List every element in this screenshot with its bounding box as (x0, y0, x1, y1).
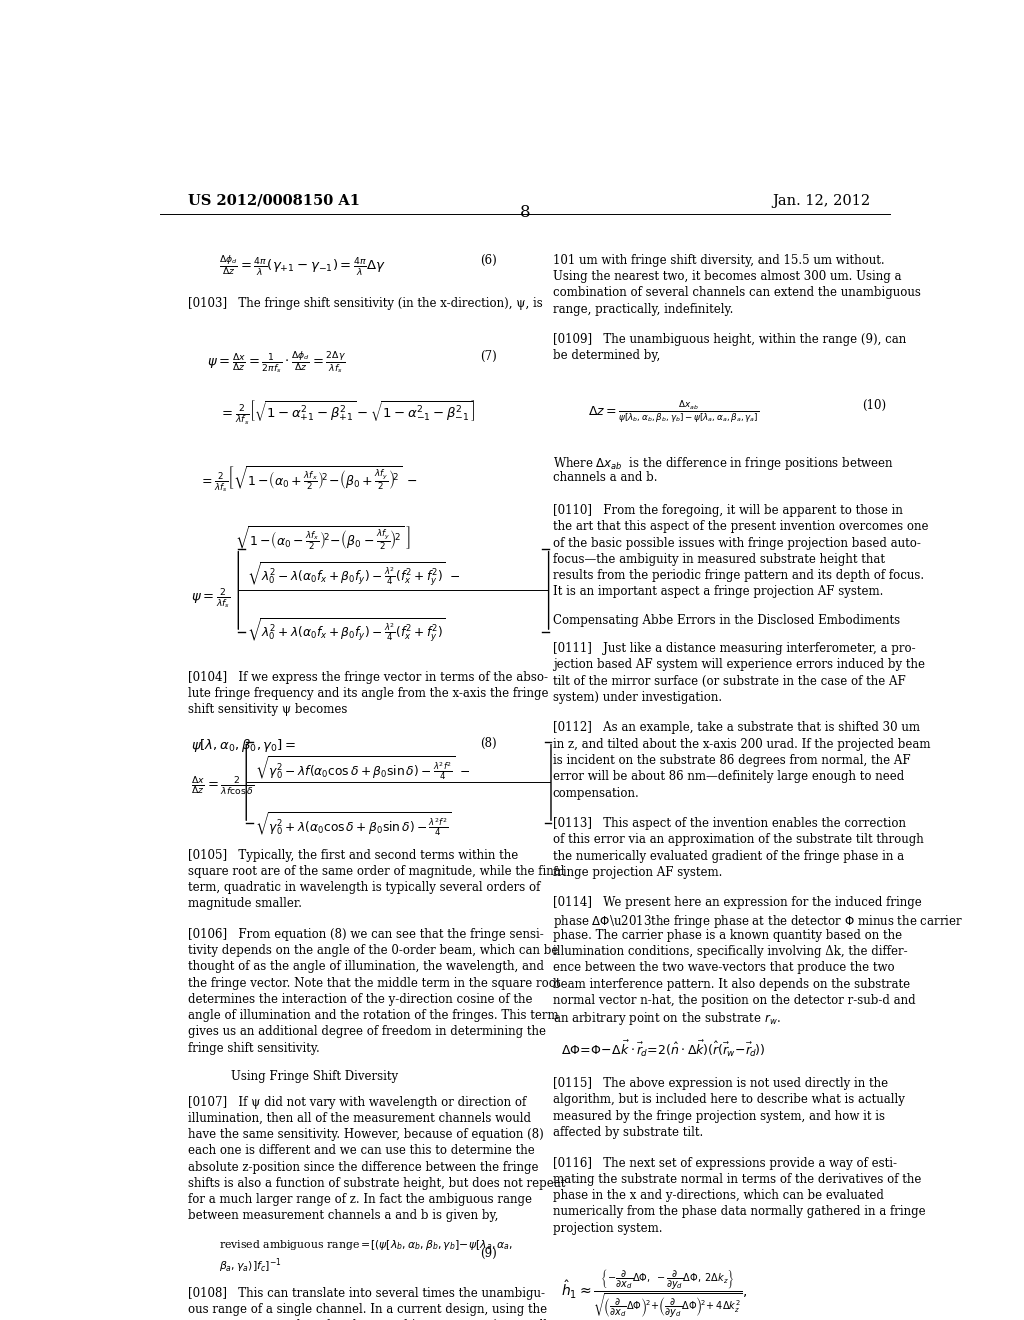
Text: [0103]   The fringe shift sensitivity (in the x-direction), ψ, is: [0103] The fringe shift sensitivity (in … (187, 297, 543, 310)
Text: fringe shift sensitivity.: fringe shift sensitivity. (187, 1041, 319, 1055)
Text: each one is different and we can use this to determine the: each one is different and we can use thi… (187, 1144, 535, 1158)
Text: (7): (7) (480, 350, 497, 363)
Text: shift sensitivity ψ becomes: shift sensitivity ψ becomes (187, 704, 347, 717)
Text: Where $\Delta x_{ab}$  is the difference in fringe positions between: Where $\Delta x_{ab}$ is the difference … (553, 455, 894, 473)
Text: an arbitrary point on the substrate $r_w$.: an arbitrary point on the substrate $r_w… (553, 1010, 780, 1027)
Text: $\psi[\lambda, \alpha_0, \beta_0, \gamma_0] =$: $\psi[\lambda, \alpha_0, \beta_0, \gamma… (191, 737, 297, 754)
Text: Using Fringe Shift Diversity: Using Fringe Shift Diversity (231, 1071, 398, 1084)
Text: mating the substrate normal in terms of the derivatives of the: mating the substrate normal in terms of … (553, 1172, 921, 1185)
Text: $\psi = \frac{\Delta x}{\Delta z} = \frac{1}{2\pi f_s} \cdot \frac{\Delta\phi_d}: $\psi = \frac{\Delta x}{\Delta z} = \fra… (207, 350, 346, 375)
Text: $\hat{h}_1 \approx \frac{\left\{-\dfrac{\partial}{\partial x_d}\Delta\Phi,\;-\df: $\hat{h}_1 \approx \frac{\left\{-\dfrac{… (560, 1269, 748, 1320)
Text: [0106]   From equation (8) we can see that the fringe sensi-: [0106] From equation (8) we can see that… (187, 928, 544, 941)
Text: affected by substrate tilt.: affected by substrate tilt. (553, 1126, 702, 1139)
Text: [0113]   This aspect of the invention enables the correction: [0113] This aspect of the invention enab… (553, 817, 905, 830)
Text: for a much larger range of z. In fact the ambiguous range: for a much larger range of z. In fact th… (187, 1193, 531, 1206)
Text: [0107]   If ψ did not vary with wavelength or direction of: [0107] If ψ did not vary with wavelength… (187, 1096, 525, 1109)
Text: [0110]   From the foregoing, it will be apparent to those in: [0110] From the foregoing, it will be ap… (553, 504, 902, 517)
Text: absolute z-position since the difference between the fringe: absolute z-position since the difference… (187, 1160, 538, 1173)
Text: It is an important aspect a fringe projection AF system.: It is an important aspect a fringe proje… (553, 585, 883, 598)
Text: illumination, then all of the measurement channels would: illumination, then all of the measuremen… (187, 1111, 530, 1125)
Text: of the basic possible issues with fringe projection based auto-: of the basic possible issues with fringe… (553, 536, 921, 549)
Text: (6): (6) (480, 253, 497, 267)
Text: is incident on the substrate 86 degrees from normal, the AF: is incident on the substrate 86 degrees … (553, 754, 910, 767)
Text: in z, and tilted about the x-axis 200 urad. If the projected beam: in z, and tilted about the x-axis 200 ur… (553, 738, 930, 751)
Text: square root are of the same order of magnitude, while the final: square root are of the same order of mag… (187, 865, 564, 878)
Text: magnitude smaller.: magnitude smaller. (187, 898, 301, 911)
Text: the fringe vector. Note that the middle term in the square root: the fringe vector. Note that the middle … (187, 977, 560, 990)
Text: $\psi = \frac{2}{\lambda f_s}$: $\psi = \frac{2}{\lambda f_s}$ (191, 586, 230, 611)
Text: $= \frac{2}{\lambda f_s}\left[\sqrt{1-\!\left(\alpha_0+\frac{\lambda f_x}{2}\rig: $= \frac{2}{\lambda f_s}\left[\sqrt{1-\!… (200, 465, 418, 494)
Text: system) under investigation.: system) under investigation. (553, 690, 722, 704)
Text: fringe projection AF system.: fringe projection AF system. (553, 866, 722, 879)
Text: [0109]   The unambiguous height, within the range (9), can: [0109] The unambiguous height, within th… (553, 333, 906, 346)
Text: have the same sensitivity. However, because of equation (8): have the same sensitivity. However, beca… (187, 1129, 544, 1140)
Text: compensation.: compensation. (553, 787, 639, 800)
Text: [0111]   Just like a distance measuring interferometer, a pro-: [0111] Just like a distance measuring in… (553, 643, 915, 655)
Text: (8): (8) (480, 737, 497, 750)
Text: combination of several channels can extend the unambiguous: combination of several channels can exte… (553, 286, 921, 300)
Text: tilt of the mirror surface (or substrate in the case of the AF: tilt of the mirror surface (or substrate… (553, 675, 905, 688)
Text: results from the periodic fringe pattern and its depth of focus.: results from the periodic fringe pattern… (553, 569, 924, 582)
Text: [0115]   The above expression is not used directly in the: [0115] The above expression is not used … (553, 1077, 888, 1090)
Text: projection system.: projection system. (553, 1221, 663, 1234)
Text: channels a and b.: channels a and b. (553, 471, 657, 484)
Text: phase $\Delta\Phi$\u2013the fringe phase at the detector $\Phi$ minus the carrie: phase $\Delta\Phi$\u2013the fringe phase… (553, 912, 963, 929)
Text: of this error via an approximation of the substrate tilt through: of this error via an approximation of th… (553, 833, 924, 846)
Text: normal vector n-hat, the position on the detector r-sub-d and: normal vector n-hat, the position on the… (553, 994, 915, 1007)
Text: angle of illumination and the rotation of the fringes. This term: angle of illumination and the rotation o… (187, 1008, 558, 1022)
Text: [0112]   As an example, take a substrate that is shifted 30 um: [0112] As an example, take a substrate t… (553, 722, 920, 734)
Text: (10): (10) (862, 399, 886, 412)
Text: Jan. 12, 2012: Jan. 12, 2012 (772, 194, 870, 209)
Text: ence between the two wave-vectors that produce the two: ence between the two wave-vectors that p… (553, 961, 894, 974)
Text: $\left.\sqrt{1-\!\left(\alpha_0-\frac{\lambda f_x}{2}\right)^{\!2}\!-\!\left(\be: $\left.\sqrt{1-\!\left(\alpha_0-\frac{\l… (236, 525, 411, 553)
Text: range, practically, indefinitely.: range, practically, indefinitely. (553, 302, 733, 315)
Text: phase. The carrier phase is a known quantity based on the: phase. The carrier phase is a known quan… (553, 929, 902, 942)
Text: measured by the fringe projection system, and how it is: measured by the fringe projection system… (553, 1110, 885, 1123)
Text: numerically from the phase data normally gathered in a fringe: numerically from the phase data normally… (553, 1205, 926, 1218)
Text: Compensating Abbe Errors in the Disclosed Embodiments: Compensating Abbe Errors in the Disclose… (553, 614, 900, 627)
Text: shifts is also a function of substrate height, but does not repeat: shifts is also a function of substrate h… (187, 1177, 565, 1189)
Text: the numerically evaluated gradient of the fringe phase in a: the numerically evaluated gradient of th… (553, 850, 904, 862)
Text: determines the interaction of the y-direction cosine of the: determines the interaction of the y-dire… (187, 993, 532, 1006)
Text: phase in the x and y-directions, which can be evaluated: phase in the x and y-directions, which c… (553, 1189, 884, 1203)
Text: [0104]   If we express the fringe vector in terms of the abso-: [0104] If we express the fringe vector i… (187, 671, 548, 684)
Text: revised ambiguous range$=\![(\psi[\lambda_b,\alpha_b,\beta_b,\gamma_b]\!-\!\psi[: revised ambiguous range$=\![(\psi[\lambd… (219, 1238, 513, 1251)
Text: focus—the ambiguity in measured substrate height that: focus—the ambiguity in measured substrat… (553, 553, 885, 566)
Text: [0114]   We present here an expression for the induced fringe: [0114] We present here an expression for… (553, 896, 922, 909)
Text: $\Delta\Phi\!=\!\Phi\!-\!\Delta\vec{k}\cdot\vec{r}_{\!d}\!=\!2(\hat{n}\cdot\Delt: $\Delta\Phi\!=\!\Phi\!-\!\Delta\vec{k}\c… (560, 1039, 765, 1059)
Text: [0116]   The next set of expressions provide a way of esti-: [0116] The next set of expressions provi… (553, 1156, 897, 1170)
Text: $\sqrt{\gamma_0^2 + \lambda(\alpha_0\cos\delta + \beta_0\sin\delta) - \frac{\lam: $\sqrt{\gamma_0^2 + \lambda(\alpha_0\cos… (255, 810, 452, 838)
Text: $\Delta z = \frac{\Delta x_{ab}}{\psi[\lambda_b,\alpha_b,\beta_b,\gamma_b] - \ps: $\Delta z = \frac{\Delta x_{ab}}{\psi[\l… (588, 399, 760, 425)
Text: between measurement channels a and b is given by,: between measurement channels a and b is … (187, 1209, 498, 1222)
Text: $\frac{\Delta x}{\Delta z} = \frac{2}{\lambda f\cos\delta}$: $\frac{\Delta x}{\Delta z} = \frac{2}{\l… (191, 775, 255, 797)
Text: be determined by,: be determined by, (553, 350, 659, 363)
Text: the art that this aspect of the present invention overcomes one: the art that this aspect of the present … (553, 520, 928, 533)
Text: $= \frac{2}{\lambda f_s}\left[\sqrt{1-\alpha_{+1}^2-\beta_{+1}^2} - \sqrt{1-\alp: $= \frac{2}{\lambda f_s}\left[\sqrt{1-\a… (219, 399, 475, 426)
Text: thought of as the angle of illumination, the wavelength, and: thought of as the angle of illumination,… (187, 961, 544, 973)
Text: ous range of a single channel. In a current design, using the: ous range of a single channel. In a curr… (187, 1303, 547, 1316)
Text: jection based AF system will experience errors induced by the: jection based AF system will experience … (553, 659, 925, 672)
Text: tivity depends on the angle of the 0-order beam, which can be: tivity depends on the angle of the 0-ord… (187, 944, 558, 957)
Text: gives us an additional degree of freedom in determining the: gives us an additional degree of freedom… (187, 1026, 546, 1039)
Text: $\sqrt{\lambda_0^2 - \lambda(\alpha_0 f_x + \beta_0 f_y) - \frac{\lambda^2}{4}(f: $\sqrt{\lambda_0^2 - \lambda(\alpha_0 f_… (247, 561, 461, 589)
Text: illumination conditions, specifically involving Δk, the differ-: illumination conditions, specifically in… (553, 945, 907, 958)
Text: algorithm, but is included here to describe what is actually: algorithm, but is included here to descr… (553, 1093, 904, 1106)
Text: $\sqrt{\gamma_0^2 - \lambda f(\alpha_0\cos\delta + \beta_0\sin\delta) - \frac{\l: $\sqrt{\gamma_0^2 - \lambda f(\alpha_0\c… (255, 754, 471, 781)
Text: 101 um with fringe shift diversity, and 15.5 um without.: 101 um with fringe shift diversity, and … (553, 253, 884, 267)
Text: 8: 8 (519, 205, 530, 222)
Text: error will be about 86 nm—definitely large enough to need: error will be about 86 nm—definitely lar… (553, 771, 904, 783)
Text: term, quadratic in wavelength is typically several orders of: term, quadratic in wavelength is typical… (187, 880, 540, 894)
Text: [0108]   This can translate into several times the unambigu-: [0108] This can translate into several t… (187, 1287, 545, 1300)
Text: (9): (9) (480, 1247, 497, 1261)
Text: $\beta_a,\gamma_a)]f_c]^{-1}$: $\beta_a,\gamma_a)]f_c]^{-1}$ (219, 1257, 282, 1275)
Text: beam interference pattern. It also depends on the substrate: beam interference pattern. It also depen… (553, 978, 909, 990)
Text: $\frac{\Delta\phi_d}{\Delta z} = \frac{4\pi}{\lambda}(\gamma_{+1} - \gamma_{-1}): $\frac{\Delta\phi_d}{\Delta z} = \frac{4… (219, 253, 386, 279)
Text: lute fringe frequency and its angle from the x-axis the fringe: lute fringe frequency and its angle from… (187, 686, 548, 700)
Text: US 2012/0008150 A1: US 2012/0008150 A1 (187, 194, 359, 209)
Text: [0105]   Typically, the first and second terms within the: [0105] Typically, the first and second t… (187, 849, 518, 862)
Text: $\sqrt{\lambda_0^2 + \lambda(\alpha_0 f_x + \beta_0 f_y) - \frac{\lambda^2}{4}(f: $\sqrt{\lambda_0^2 + \lambda(\alpha_0 f_… (247, 616, 445, 644)
Text: Using the nearest two, it becomes almost 300 um. Using a: Using the nearest two, it becomes almost… (553, 271, 901, 284)
